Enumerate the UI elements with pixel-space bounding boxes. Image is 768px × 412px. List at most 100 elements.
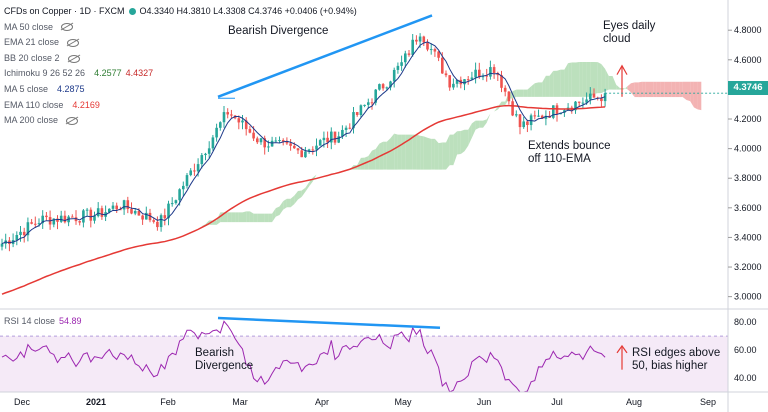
candle-body xyxy=(204,153,207,156)
candle-body xyxy=(122,200,126,210)
candle-body xyxy=(26,222,30,236)
hidden-eye-icon[interactable] xyxy=(66,116,79,125)
legend-ichimoku[interactable]: Ichimoku 9 26 52 26 4.2577 4.4327 xyxy=(4,68,154,79)
rsi-legend-name: RSI 14 close xyxy=(4,316,56,326)
annotation-bounce: Extends bounce off 110-EMA xyxy=(528,140,611,165)
candle-body xyxy=(540,115,544,119)
candle-body xyxy=(226,112,229,115)
candle-body xyxy=(56,218,59,222)
candle-body xyxy=(241,120,244,123)
candle-body xyxy=(341,129,344,137)
ichimoku-cloud-segment xyxy=(216,212,221,225)
ichimoku-cloud-segment xyxy=(664,81,668,98)
candle-body xyxy=(418,36,422,42)
ichimoku-cloud-segment xyxy=(605,68,609,92)
ichimoku-cloud-segment xyxy=(520,89,524,97)
ichimoku-cloud-segment xyxy=(253,213,258,223)
ichimoku-cloud-segment xyxy=(534,82,539,97)
candle-body xyxy=(215,127,218,138)
candle-body xyxy=(577,101,581,103)
candle-body xyxy=(515,114,518,116)
ichimoku-cloud-segment xyxy=(668,81,672,98)
ichimoku-cloud-segment xyxy=(423,136,428,170)
candle-body xyxy=(492,67,496,74)
ichimoku-cloud-segment xyxy=(246,211,250,223)
ichimoku-cloud-segment xyxy=(590,61,594,97)
candle-body xyxy=(45,215,48,218)
candle-body xyxy=(322,137,326,141)
rsi-tick-label: 40.00 xyxy=(734,373,757,383)
hidden-eye-icon[interactable] xyxy=(67,54,80,63)
ichimoku-cloud-segment xyxy=(601,64,606,94)
candle-body xyxy=(244,120,248,130)
ichimoku-cloud-segment xyxy=(475,120,480,130)
candle-body xyxy=(252,132,255,139)
ichimoku-cloud-segment xyxy=(608,75,613,90)
ichimoku-cloud-segment xyxy=(634,82,639,98)
ichimoku-cloud-segment xyxy=(249,211,254,223)
candle-body xyxy=(270,140,274,147)
candle-body xyxy=(474,69,477,78)
ichimoku-cloud-segment xyxy=(501,101,506,106)
legend-ema21[interactable]: EMA 21 close xyxy=(4,35,357,51)
candle-body xyxy=(552,105,555,118)
legend-ema110[interactable]: EMA 110 close 4.2169 xyxy=(4,99,100,110)
time-tick-label: Mar xyxy=(232,397,248,407)
rsi-arrow-head xyxy=(616,344,628,354)
legend: CFDs on Copper · 1D · FXCM O4.3340 H4.38… xyxy=(4,4,357,129)
ichimoku-cloud-segment xyxy=(275,206,280,217)
legend-ohlc: O4.3340 H4.3810 L4.3308 C4.3746 +0.0406 … xyxy=(139,6,357,16)
time-tick-label: 2021 xyxy=(86,397,106,407)
ichimoku-cloud-segment xyxy=(545,75,550,97)
ichimoku-cloud-segment xyxy=(516,89,520,97)
candle-body xyxy=(293,145,296,149)
ichimoku-cloud-segment xyxy=(457,131,461,155)
rsi-tick-label: 80.00 xyxy=(734,317,757,327)
legend-symbol-row: CFDs on Copper · 1D · FXCM O4.3340 H4.38… xyxy=(4,4,357,20)
candle-body xyxy=(422,36,426,43)
candle-body xyxy=(300,150,303,158)
candle-body xyxy=(337,136,340,143)
candle-body xyxy=(137,210,141,216)
rsi-tick-label: 60.00 xyxy=(734,345,757,355)
ichimoku-cloud-segment xyxy=(416,134,421,170)
candle-body xyxy=(466,79,470,81)
candle-body xyxy=(78,221,81,223)
ichimoku-cloud-segment xyxy=(409,134,413,170)
hidden-eye-icon[interactable] xyxy=(61,23,74,32)
candle-body xyxy=(503,87,507,92)
ichimoku-cloud-segment xyxy=(397,134,402,170)
ichimoku-cloud-segment xyxy=(294,191,298,205)
candle-body xyxy=(296,148,300,151)
candle-body xyxy=(285,141,289,144)
ichimoku-cloud-segment xyxy=(190,226,195,227)
ichimoku-cloud-segment xyxy=(486,113,491,123)
candle-body xyxy=(0,243,4,247)
legend-ma5[interactable]: MA 5 close 4.2875 xyxy=(4,83,85,94)
ichimoku-cloud-segment xyxy=(120,233,125,238)
candle-body xyxy=(455,79,459,84)
time-tick-label: Jun xyxy=(477,397,492,407)
candle-body xyxy=(574,101,577,111)
hidden-eye-icon[interactable] xyxy=(67,38,80,47)
time-tick-label: Feb xyxy=(160,397,176,407)
ichimoku-cloud-segment xyxy=(597,62,602,94)
legend-ma50[interactable]: MA 50 close xyxy=(4,20,357,36)
candle-body xyxy=(344,127,348,130)
candle-body xyxy=(126,200,130,210)
ichimoku-cloud-segment xyxy=(675,81,680,98)
candle-body xyxy=(470,77,474,80)
candle-body xyxy=(463,79,466,85)
market-status-icon xyxy=(128,8,136,16)
candle-body xyxy=(167,203,170,219)
legend-ma200[interactable]: MA 200 close xyxy=(4,113,357,129)
candle-body xyxy=(263,138,266,148)
price-tick-label: 4.6000 xyxy=(734,55,762,65)
rsi-legend[interactable]: RSI 14 close 54.89 xyxy=(4,316,82,326)
ichimoku-cloud-segment xyxy=(290,195,295,208)
legend-bb20[interactable]: BB 20 close 2 xyxy=(4,51,357,67)
ichimoku-cloud-segment xyxy=(235,212,239,223)
candle-body xyxy=(304,151,307,158)
ichimoku-cloud-segment xyxy=(627,83,631,93)
candle-body xyxy=(148,212,152,221)
